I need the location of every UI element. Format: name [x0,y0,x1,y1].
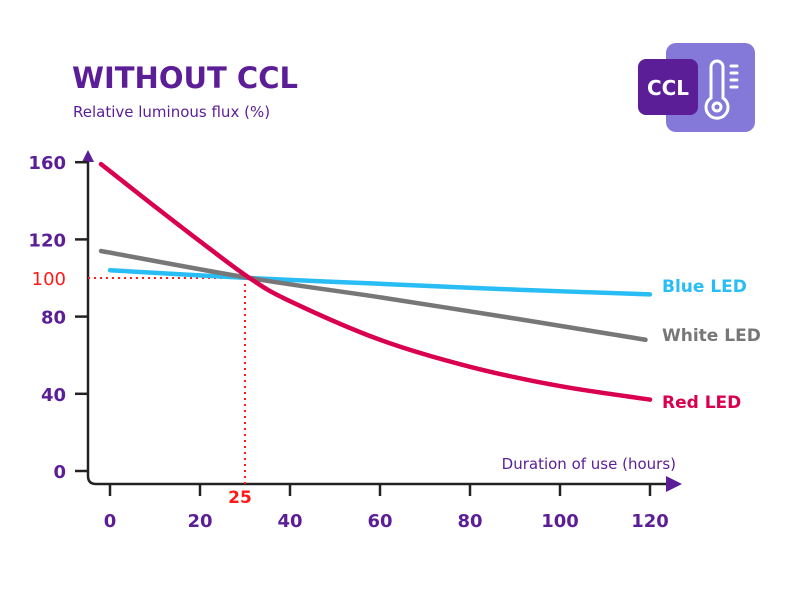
y-tick-label: 40 [41,385,66,406]
y-axis-arrow [82,150,94,162]
legend-label-red-led: Red LED [662,393,741,413]
reference-y-label: 100 [32,269,66,290]
x-tick-label: 20 [187,511,212,532]
thermometer-icon [704,59,739,120]
x-axis-label: Duration of use (hours) [502,455,676,473]
logo-text: CCL [647,76,689,100]
series-line-white-led [98,248,648,343]
x-tick-label: 60 [367,511,392,532]
reference-x-label: 25 [228,488,252,508]
y-tick-label: 0 [53,462,66,483]
legend-label-blue-led: Blue LED [662,277,747,297]
series-line-red-led [98,161,653,402]
series-line-blue-led [107,268,653,297]
y-tick-label: 120 [28,230,66,251]
y-axis-label: Relative luminous flux (%) [73,103,270,121]
y-tick-label: 80 [41,308,66,329]
x-tick-label: 100 [541,511,579,532]
axes-lines [86,160,668,486]
x-axis-arrow [666,476,682,492]
x-tick-label: 0 [104,511,117,532]
legend-label-white-led: White LED [662,326,761,346]
y-tick-label: 160 [28,153,66,174]
x-tick-label: 40 [277,511,302,532]
ccl-logo: CCL [638,43,755,132]
logo-front-square [638,59,698,115]
x-tick-label: 120 [631,511,669,532]
chart-title: WITHOUT CCL [72,61,298,95]
x-tick-label: 80 [457,511,482,532]
